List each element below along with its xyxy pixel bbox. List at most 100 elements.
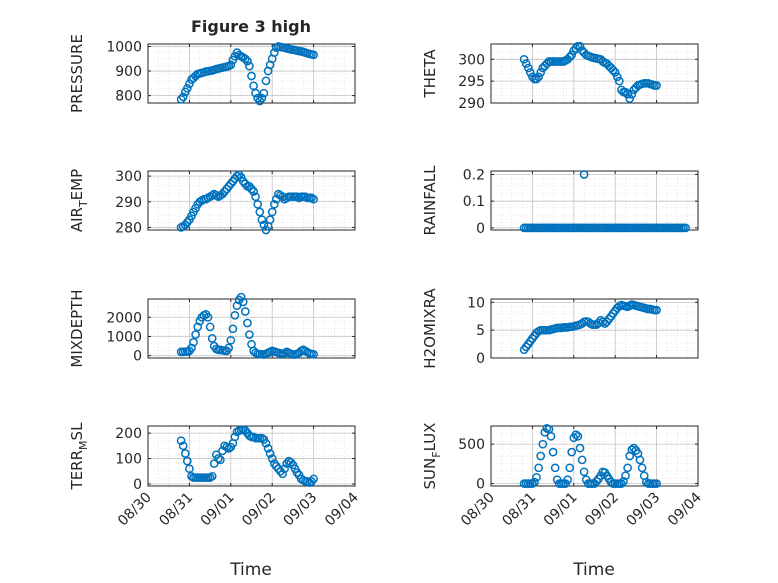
data-point (309, 50, 318, 60)
data-point (635, 455, 645, 465)
data-point (247, 71, 256, 81)
data-point (550, 463, 560, 473)
data-point (592, 476, 601, 486)
data-point (534, 463, 543, 473)
data-point (178, 92, 188, 102)
axes-box (147, 43, 356, 104)
y-tick-label: 300 (458, 52, 485, 68)
y-tick-label: 10 (467, 295, 485, 311)
data-point (621, 471, 630, 481)
data-point (245, 61, 254, 71)
y-tick-label: 1000 (106, 39, 142, 55)
data-point (519, 54, 529, 64)
data-point (265, 449, 275, 458)
axes-box (147, 170, 356, 231)
data-point (228, 324, 238, 334)
y-tick-label: 100 (115, 452, 142, 468)
y-axis-label: AIRTEMP (68, 169, 90, 232)
data-point (185, 464, 194, 474)
y-tick-label: 0 (133, 349, 142, 365)
subplot-mixdepth: 0 1000 2000 MIXDEPTH (68, 289, 356, 368)
data-point (573, 431, 583, 441)
subplot-h2omixra: 0 5 10 H2OMIXRA (421, 288, 699, 369)
x-tick-label: 08/31 (156, 490, 196, 530)
data-point (532, 74, 541, 84)
data-point (189, 337, 198, 347)
data-point (271, 461, 281, 471)
data-point (185, 79, 194, 89)
x-tick-label: 09/03 (624, 490, 664, 530)
data-point (523, 63, 533, 73)
data-point (567, 50, 577, 60)
y-tick-label: 0.1 (463, 194, 485, 210)
data-point (278, 469, 287, 479)
data-point (176, 436, 186, 446)
data-point (546, 431, 556, 441)
data-point (209, 459, 219, 468)
data-point (253, 199, 263, 209)
y-tick-label: 200 (115, 426, 142, 442)
data-point (265, 215, 275, 225)
data-point (623, 89, 632, 99)
data-point (224, 343, 234, 353)
data-point (652, 81, 661, 90)
y-axis-label: RAINFALL (421, 165, 439, 236)
data-point (240, 54, 250, 64)
y-tick-label: 295 (458, 74, 485, 90)
data-point (230, 432, 240, 442)
axes-box (490, 43, 699, 104)
data-point (259, 88, 269, 98)
data-point (309, 474, 318, 484)
data-point (530, 477, 539, 487)
data-point (203, 312, 213, 322)
data-point (216, 455, 225, 465)
data-point (259, 220, 269, 230)
data-point (309, 349, 318, 359)
data-point (263, 444, 273, 453)
data-point (577, 455, 587, 465)
data-point (579, 467, 589, 477)
y-tick-label: 0 (476, 477, 485, 493)
data-point (528, 479, 537, 488)
x-tick-label: 08/30 (458, 490, 498, 530)
y-axis-label: SUNFLUX (421, 423, 443, 490)
data-point (178, 441, 188, 451)
data-point (608, 65, 618, 75)
y-tick-label: 0 (133, 477, 142, 493)
data-point (567, 447, 577, 457)
y-tick-label: 0 (476, 221, 485, 237)
data-point (565, 52, 575, 62)
data-point (309, 194, 318, 204)
x-tick-label: 09/03 (281, 490, 321, 530)
data-point (278, 192, 287, 202)
x-tick-label: 09/04 (322, 489, 362, 529)
data-point (614, 76, 624, 86)
subplot-pressure: 800 900 1000 PRESSURE (68, 34, 356, 113)
y-tick-label: 900 (115, 64, 142, 80)
data-point (226, 60, 236, 70)
data-point (243, 56, 252, 66)
data-point (280, 464, 289, 474)
data-point (191, 330, 200, 339)
axes-box (490, 170, 699, 231)
data-point (207, 334, 217, 343)
data-point (625, 94, 635, 103)
data-point (627, 445, 637, 455)
subplot-theta: 290 295 300 THETA (421, 41, 699, 112)
y-tick-label: 0 (476, 351, 485, 367)
y-tick-label: 300 (115, 169, 142, 185)
data-point (575, 443, 585, 453)
x-tick-label: 09/02 (239, 490, 279, 530)
data-point (245, 330, 254, 339)
data-point (652, 305, 661, 315)
figure-title: Figure 3 high (191, 17, 311, 36)
axes-box (147, 425, 356, 487)
y-axis-label: TERRMSL (68, 422, 90, 491)
subplot-terr-msl: 0 100 200 08/30 08/31 09/01 09/02 09/03 09/04 TER… (68, 422, 362, 529)
y-tick-label: 1000 (106, 329, 142, 345)
y-tick-label: 2000 (106, 310, 142, 326)
subplot-grid: 8009001000PRESSURE280290300AIRTEMP010002… (68, 34, 705, 529)
data-point (610, 68, 620, 77)
data-point (247, 184, 256, 194)
